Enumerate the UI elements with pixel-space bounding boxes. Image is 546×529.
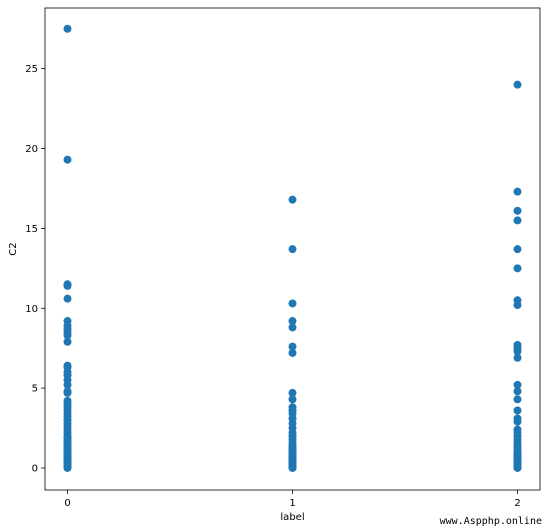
- y-tick-label: 5: [32, 384, 38, 395]
- data-point: [513, 301, 522, 310]
- x-axis-label: label: [280, 512, 304, 523]
- x-tick-label: 2: [514, 498, 520, 509]
- data-point: [63, 155, 72, 164]
- y-tick-label: 0: [32, 463, 38, 474]
- data-point: [513, 463, 522, 472]
- data-point: [288, 317, 297, 326]
- data-point: [63, 281, 72, 290]
- data-point: [513, 387, 522, 396]
- x-tick-label: 0: [64, 498, 70, 509]
- data-point: [63, 24, 72, 33]
- data-point: [63, 388, 72, 397]
- data-point: [513, 245, 522, 254]
- y-axis-ticks: 0 5 10 15 20 25: [25, 64, 45, 474]
- data-point: [63, 331, 72, 340]
- data-point: [513, 206, 522, 215]
- y-tick-label: 15: [25, 224, 38, 235]
- data-point: [513, 187, 522, 196]
- y-tick-label: 10: [25, 304, 38, 315]
- data-point: [288, 395, 297, 404]
- y-tick-label: 25: [25, 64, 38, 75]
- data-point: [288, 245, 297, 254]
- data-point: [288, 299, 297, 308]
- watermark-text: www.Aspphp.online: [439, 516, 542, 527]
- data-point: [288, 348, 297, 357]
- data-point: [513, 347, 522, 356]
- data-points: [63, 24, 522, 472]
- data-point: [513, 406, 522, 415]
- data-point: [513, 264, 522, 273]
- data-point: [288, 195, 297, 204]
- plot-frame: [44, 7, 541, 491]
- data-point: [288, 463, 297, 472]
- data-point: [513, 216, 522, 225]
- data-point: [63, 380, 72, 389]
- y-tick-label: 20: [25, 144, 38, 155]
- data-point: [288, 388, 297, 397]
- data-point: [288, 323, 297, 332]
- data-point: [513, 380, 522, 389]
- data-point: [513, 80, 522, 89]
- x-axis-ticks: 0 1 2: [64, 490, 521, 509]
- data-point: [63, 294, 72, 303]
- data-point: [63, 463, 72, 472]
- data-point: [513, 395, 522, 404]
- data-point: [288, 342, 297, 351]
- data-point: [513, 353, 522, 362]
- data-point: [513, 417, 522, 426]
- x-tick-label: 1: [289, 498, 295, 509]
- data-point: [63, 337, 72, 346]
- y-axis-label: C2: [8, 242, 19, 255]
